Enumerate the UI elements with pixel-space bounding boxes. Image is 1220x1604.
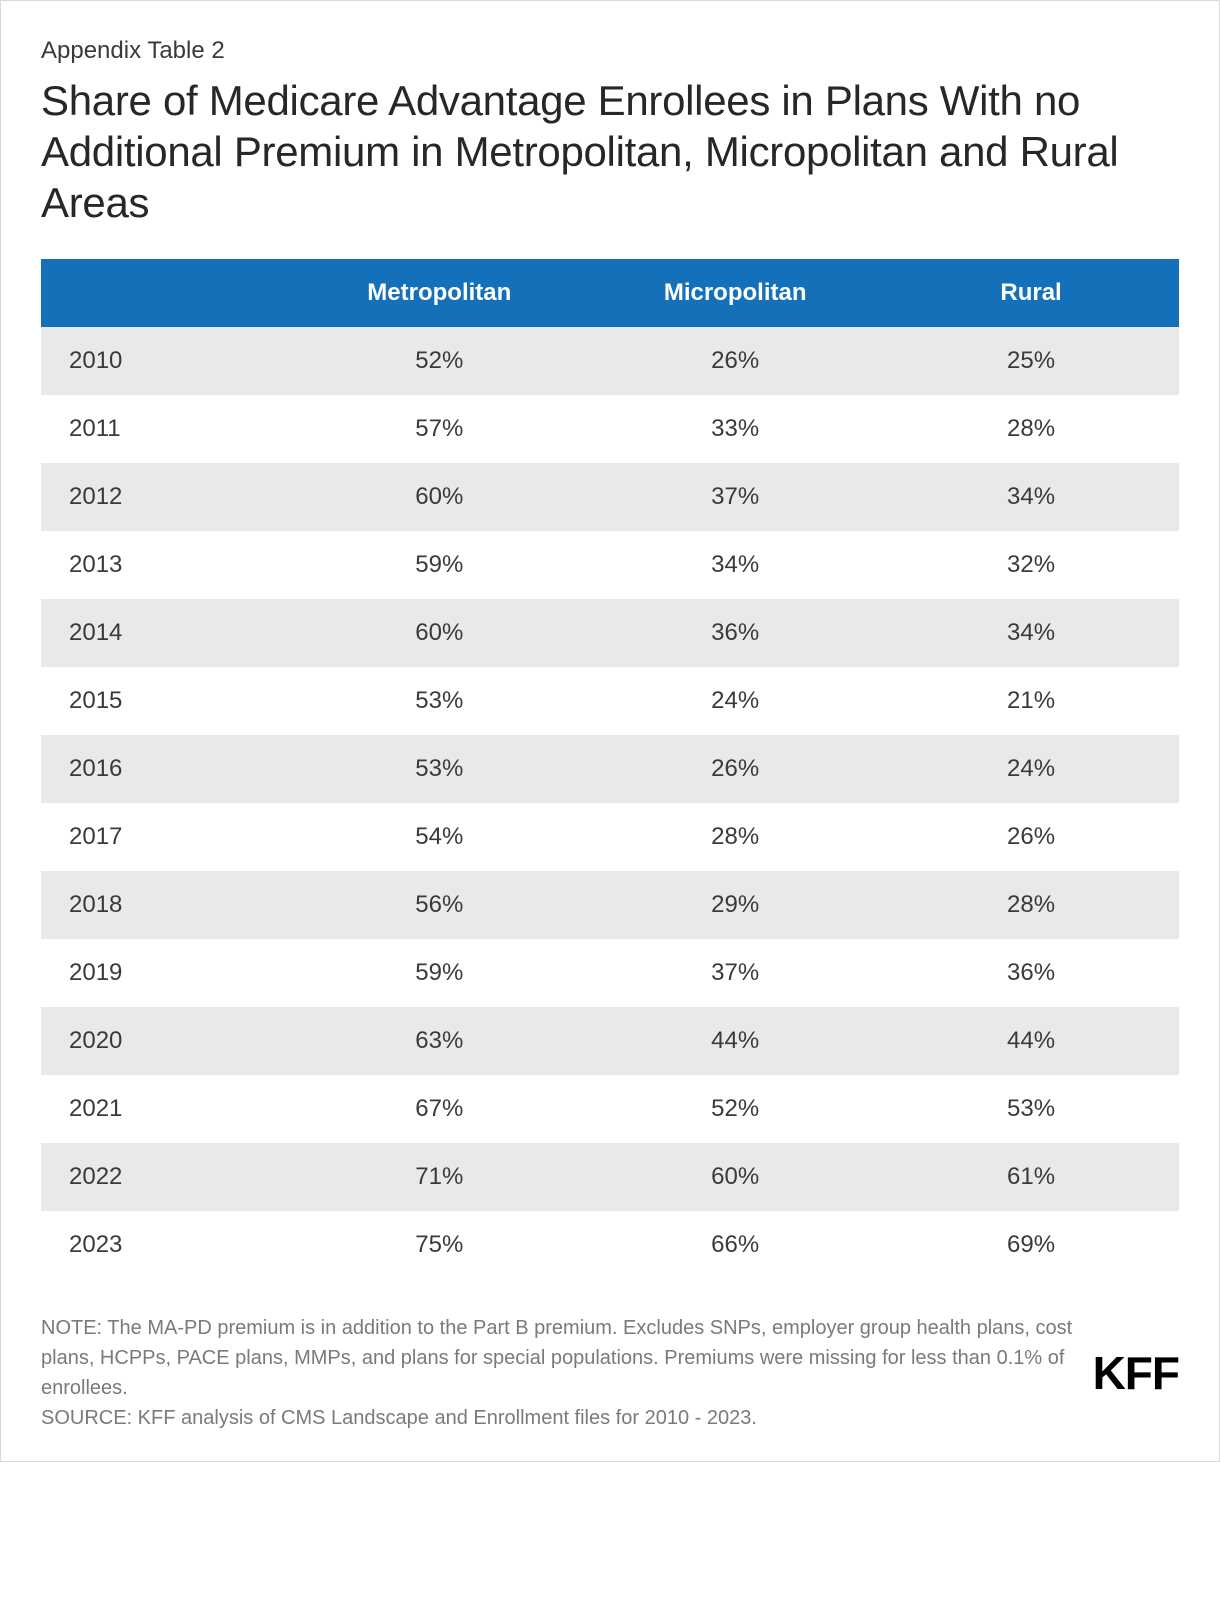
table-row: 202167%52%53% (41, 1075, 1179, 1143)
supertitle: Appendix Table 2 (41, 37, 1179, 65)
table-row: 201754%28%26% (41, 803, 1179, 871)
value-cell: 53% (291, 735, 587, 803)
table-row: 201653%26%24% (41, 735, 1179, 803)
value-cell: 28% (587, 803, 883, 871)
col-micropolitan: Micropolitan (587, 259, 883, 327)
table-row: 202063%44%44% (41, 1007, 1179, 1075)
col-metropolitan: Metropolitan (291, 259, 587, 327)
value-cell: 36% (883, 939, 1179, 1007)
value-cell: 29% (587, 871, 883, 939)
value-cell: 53% (291, 667, 587, 735)
table-row: 202375%66%69% (41, 1211, 1179, 1279)
year-cell: 2019 (41, 939, 291, 1007)
year-cell: 2023 (41, 1211, 291, 1279)
value-cell: 32% (883, 531, 1179, 599)
value-cell: 24% (883, 735, 1179, 803)
value-cell: 63% (291, 1007, 587, 1075)
value-cell: 28% (883, 395, 1179, 463)
table-row: 201359%34%32% (41, 531, 1179, 599)
table-row: 201460%36%34% (41, 599, 1179, 667)
table-row: 201260%37%34% (41, 463, 1179, 531)
value-cell: 26% (587, 735, 883, 803)
value-cell: 26% (587, 327, 883, 395)
value-cell: 34% (883, 463, 1179, 531)
footer: NOTE: The MA-PD premium is in addition t… (41, 1313, 1179, 1433)
header-row: Metropolitan Micropolitan Rural (41, 259, 1179, 327)
year-cell: 2017 (41, 803, 291, 871)
year-cell: 2021 (41, 1075, 291, 1143)
value-cell: 44% (587, 1007, 883, 1075)
data-table: Metropolitan Micropolitan Rural 201052%2… (41, 259, 1179, 1279)
year-cell: 2013 (41, 531, 291, 599)
value-cell: 24% (587, 667, 883, 735)
year-cell: 2018 (41, 871, 291, 939)
value-cell: 52% (291, 327, 587, 395)
value-cell: 25% (883, 327, 1179, 395)
value-cell: 60% (291, 463, 587, 531)
kff-logo: KFF (1093, 1346, 1179, 1400)
value-cell: 52% (587, 1075, 883, 1143)
value-cell: 60% (587, 1143, 883, 1211)
year-cell: 2010 (41, 327, 291, 395)
year-cell: 2022 (41, 1143, 291, 1211)
year-cell: 2011 (41, 395, 291, 463)
value-cell: 61% (883, 1143, 1179, 1211)
table-row: 201959%37%36% (41, 939, 1179, 1007)
table-row: 202271%60%61% (41, 1143, 1179, 1211)
year-cell: 2015 (41, 667, 291, 735)
value-cell: 56% (291, 871, 587, 939)
col-year (41, 259, 291, 327)
value-cell: 44% (883, 1007, 1179, 1075)
value-cell: 28% (883, 871, 1179, 939)
value-cell: 67% (291, 1075, 587, 1143)
value-cell: 53% (883, 1075, 1179, 1143)
value-cell: 26% (883, 803, 1179, 871)
footer-source: SOURCE: KFF analysis of CMS Landscape an… (41, 1403, 1073, 1433)
value-cell: 36% (587, 599, 883, 667)
value-cell: 66% (587, 1211, 883, 1279)
value-cell: 57% (291, 395, 587, 463)
table-card: Appendix Table 2 Share of Medicare Advan… (0, 0, 1220, 1462)
table-row: 201157%33%28% (41, 395, 1179, 463)
value-cell: 21% (883, 667, 1179, 735)
year-cell: 2014 (41, 599, 291, 667)
footer-text: NOTE: The MA-PD premium is in addition t… (41, 1313, 1073, 1433)
year-cell: 2016 (41, 735, 291, 803)
table-row: 201052%26%25% (41, 327, 1179, 395)
year-cell: 2020 (41, 1007, 291, 1075)
value-cell: 59% (291, 939, 587, 1007)
table-row: 201856%29%28% (41, 871, 1179, 939)
value-cell: 75% (291, 1211, 587, 1279)
value-cell: 34% (883, 599, 1179, 667)
value-cell: 37% (587, 939, 883, 1007)
table-row: 201553%24%21% (41, 667, 1179, 735)
value-cell: 54% (291, 803, 587, 871)
value-cell: 69% (883, 1211, 1179, 1279)
value-cell: 33% (587, 395, 883, 463)
value-cell: 37% (587, 463, 883, 531)
value-cell: 60% (291, 599, 587, 667)
footer-note: NOTE: The MA-PD premium is in addition t… (41, 1313, 1073, 1403)
page-title: Share of Medicare Advantage Enrollees in… (41, 75, 1179, 229)
year-cell: 2012 (41, 463, 291, 531)
col-rural: Rural (883, 259, 1179, 327)
value-cell: 34% (587, 531, 883, 599)
value-cell: 59% (291, 531, 587, 599)
value-cell: 71% (291, 1143, 587, 1211)
